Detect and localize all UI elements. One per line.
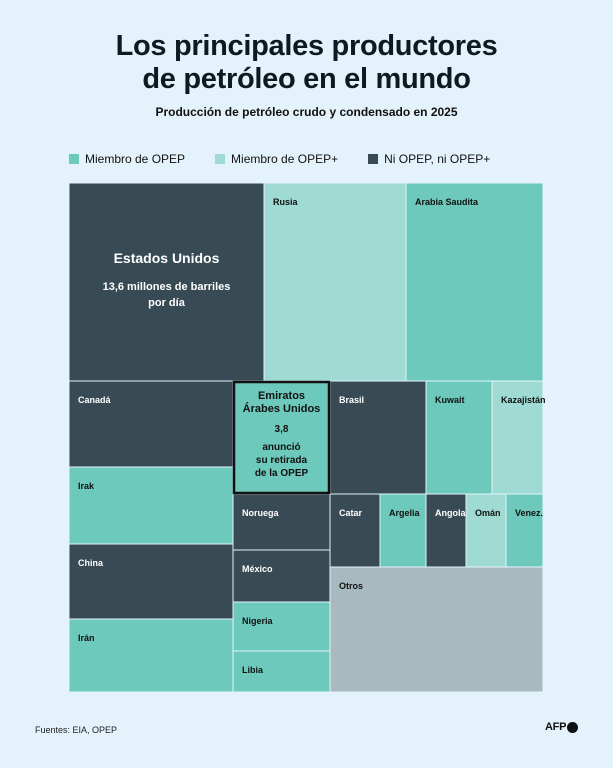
legend-swatch-none [368, 154, 379, 164]
treemap-cell-brasil [329, 380, 427, 495]
treemap-cell-iran [68, 618, 234, 693]
treemap-cell-emiratos-arabes-unidos [232, 380, 331, 495]
legend-label-opep-plus: Miembro de OPEP+ [231, 152, 339, 166]
treemap-cell-venez [505, 493, 544, 568]
treemap-highlight-emiratos-arabes-unidos [232, 380, 331, 495]
chart-subtitle: Producción de petróleo crudo y condensad… [155, 105, 458, 119]
treemap-cell-rusia [263, 182, 407, 382]
legend-swatch-opep [69, 154, 79, 164]
treemap-cell-libia [232, 650, 331, 693]
treemap-cell-kuwait [425, 380, 493, 495]
treemap-cell-china [68, 543, 234, 620]
afp-logo-text: AFP [545, 721, 567, 733]
treemap-cell-nigeria [232, 601, 331, 652]
treemap-cell-oman [465, 493, 507, 568]
legend-item-opep: Miembro de OPEP [69, 152, 185, 166]
treemap-cell-otros [329, 566, 544, 693]
treemap-cell-irak [68, 466, 234, 545]
legend-swatch-opep-plus [215, 154, 226, 164]
treemap-cell-argelia [379, 493, 427, 568]
afp-logo-dot [567, 721, 579, 733]
legend-item-none: Ni OPEP, ni OPEP+ [368, 152, 490, 166]
legend: Miembro de OPEP Miembro de OPEP+ Ni OPEP… [69, 151, 490, 167]
chart-title-line1: Los principales productores [115, 30, 498, 62]
afp-logo: AFP [545, 721, 579, 733]
treemap-cell-arabia-saudita [405, 182, 544, 382]
treemap-cell-noruega [232, 493, 331, 551]
legend-label-opep: Miembro de OPEP [85, 152, 186, 166]
legend-label-none: Ni OPEP, ni OPEP+ [384, 152, 491, 166]
treemap-cell-angola [425, 493, 467, 568]
treemap-cell-estados-unidos [68, 182, 265, 382]
source-note: Fuentes: EIA, OPEP [35, 725, 118, 735]
treemap-cell-canada [68, 380, 234, 468]
treemap-cell-catar [329, 493, 381, 568]
chart-title-line2: de petróleo en el mundo [142, 63, 471, 95]
legend-item-opep-plus: Miembro de OPEP+ [215, 152, 338, 166]
treemap-cell-mexico [232, 549, 331, 603]
chart-title: Los principales productores de petróleo … [0, 30, 613, 96]
treemap-cell-kazajistan [491, 380, 544, 495]
